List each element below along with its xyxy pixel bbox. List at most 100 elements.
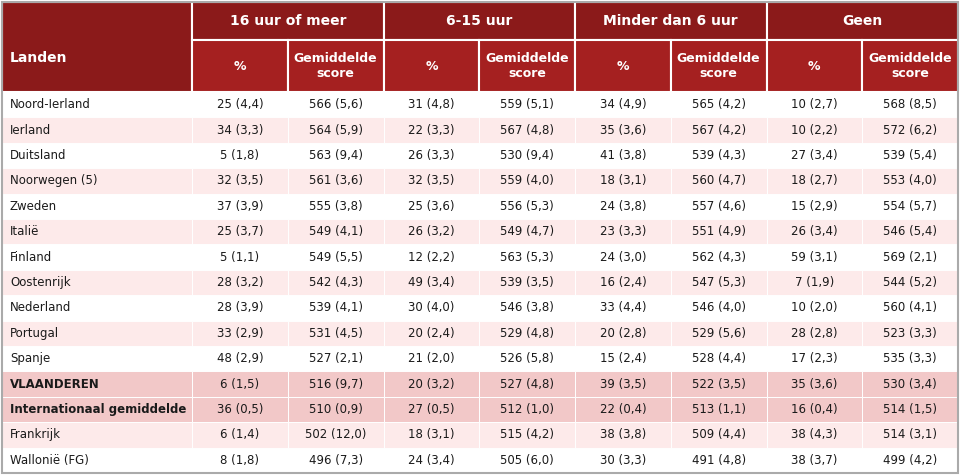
Text: %: % — [425, 59, 438, 73]
Text: 557 (4,6): 557 (4,6) — [691, 200, 746, 213]
Bar — [479, 219, 575, 245]
Bar — [288, 245, 383, 270]
Text: 25 (3,7): 25 (3,7) — [217, 225, 263, 238]
Bar — [2, 117, 192, 143]
Bar — [192, 2, 383, 40]
Bar — [288, 117, 383, 143]
Text: 561 (3,6): 561 (3,6) — [308, 174, 363, 188]
Text: 10 (2,0): 10 (2,0) — [791, 302, 838, 314]
Text: 21 (2,0): 21 (2,0) — [408, 352, 455, 365]
Bar — [2, 245, 192, 270]
Bar — [288, 92, 383, 117]
Text: 24 (3,8): 24 (3,8) — [600, 200, 646, 213]
Bar — [383, 397, 479, 422]
Text: Nederland: Nederland — [10, 302, 71, 314]
Bar — [766, 447, 862, 473]
Bar — [288, 422, 383, 447]
Bar — [192, 447, 288, 473]
Bar — [766, 168, 862, 194]
Bar — [671, 295, 766, 321]
Text: 554 (5,7): 554 (5,7) — [883, 200, 937, 213]
Bar — [575, 40, 671, 92]
Text: 563 (9,4): 563 (9,4) — [308, 149, 363, 162]
Text: 566 (5,6): 566 (5,6) — [308, 98, 363, 111]
Text: 18 (3,1): 18 (3,1) — [408, 428, 455, 441]
Text: Ierland: Ierland — [10, 124, 51, 137]
Bar — [383, 92, 479, 117]
Bar — [479, 422, 575, 447]
Text: 5 (1,8): 5 (1,8) — [221, 149, 259, 162]
Bar — [479, 92, 575, 117]
Text: 568 (8,5): 568 (8,5) — [883, 98, 937, 111]
Text: 28 (3,9): 28 (3,9) — [217, 302, 263, 314]
Bar — [862, 346, 958, 371]
Bar — [575, 270, 671, 295]
Bar — [288, 168, 383, 194]
Bar — [479, 194, 575, 219]
Bar — [862, 143, 958, 168]
Text: 26 (3,4): 26 (3,4) — [791, 225, 838, 238]
Text: 499 (4,2): 499 (4,2) — [883, 454, 937, 467]
Bar — [862, 371, 958, 397]
Text: 22 (0,4): 22 (0,4) — [600, 403, 646, 416]
Bar — [383, 371, 479, 397]
Text: 539 (4,3): 539 (4,3) — [692, 149, 746, 162]
Bar — [862, 194, 958, 219]
Text: %: % — [616, 59, 629, 73]
Bar — [192, 270, 288, 295]
Bar — [862, 117, 958, 143]
Text: 509 (4,4): 509 (4,4) — [691, 428, 746, 441]
Bar — [766, 117, 862, 143]
Bar — [192, 40, 288, 92]
Bar — [671, 40, 766, 92]
Bar — [766, 321, 862, 346]
Bar — [766, 295, 862, 321]
Text: 49 (3,4): 49 (3,4) — [408, 276, 455, 289]
Text: 556 (5,3): 556 (5,3) — [500, 200, 554, 213]
Bar — [383, 2, 575, 40]
Text: 572 (6,2): 572 (6,2) — [883, 124, 937, 137]
Bar — [575, 422, 671, 447]
Text: Landen: Landen — [10, 51, 67, 65]
Bar — [479, 245, 575, 270]
Text: Wallonië (FG): Wallonië (FG) — [10, 454, 89, 467]
Text: 549 (4,1): 549 (4,1) — [308, 225, 363, 238]
Text: 560 (4,7): 560 (4,7) — [691, 174, 746, 188]
Text: 27 (0,5): 27 (0,5) — [408, 403, 455, 416]
Text: 559 (5,1): 559 (5,1) — [500, 98, 554, 111]
Text: 491 (4,8): 491 (4,8) — [691, 454, 746, 467]
Text: 20 (3,2): 20 (3,2) — [408, 378, 455, 390]
Text: 6-15 uur: 6-15 uur — [446, 14, 513, 28]
Text: 34 (4,9): 34 (4,9) — [600, 98, 646, 111]
Bar — [671, 194, 766, 219]
Bar — [383, 143, 479, 168]
Bar — [383, 117, 479, 143]
Bar — [862, 295, 958, 321]
Bar — [862, 447, 958, 473]
Text: Gemiddelde
score: Gemiddelde score — [486, 52, 569, 80]
Text: 528 (4,4): 528 (4,4) — [691, 352, 746, 365]
Bar — [575, 397, 671, 422]
Bar — [192, 219, 288, 245]
Bar — [479, 295, 575, 321]
Text: 555 (3,8): 555 (3,8) — [309, 200, 363, 213]
Text: 527 (4,8): 527 (4,8) — [500, 378, 554, 390]
Text: 514 (3,1): 514 (3,1) — [883, 428, 937, 441]
Bar — [2, 321, 192, 346]
Text: 36 (0,5): 36 (0,5) — [217, 403, 263, 416]
Bar — [192, 194, 288, 219]
Text: Italië: Italië — [10, 225, 39, 238]
Bar — [288, 447, 383, 473]
Text: Gemiddelde
score: Gemiddelde score — [677, 52, 760, 80]
Bar — [2, 2, 192, 92]
Text: 544 (5,2): 544 (5,2) — [883, 276, 937, 289]
Bar — [862, 397, 958, 422]
Text: 565 (4,2): 565 (4,2) — [691, 98, 746, 111]
Text: 505 (6,0): 505 (6,0) — [500, 454, 554, 467]
Bar — [383, 422, 479, 447]
Text: Minder dan 6 uur: Minder dan 6 uur — [604, 14, 738, 28]
Bar — [766, 397, 862, 422]
Bar — [192, 295, 288, 321]
Bar — [2, 92, 192, 117]
Text: 535 (3,3): 535 (3,3) — [883, 352, 937, 365]
